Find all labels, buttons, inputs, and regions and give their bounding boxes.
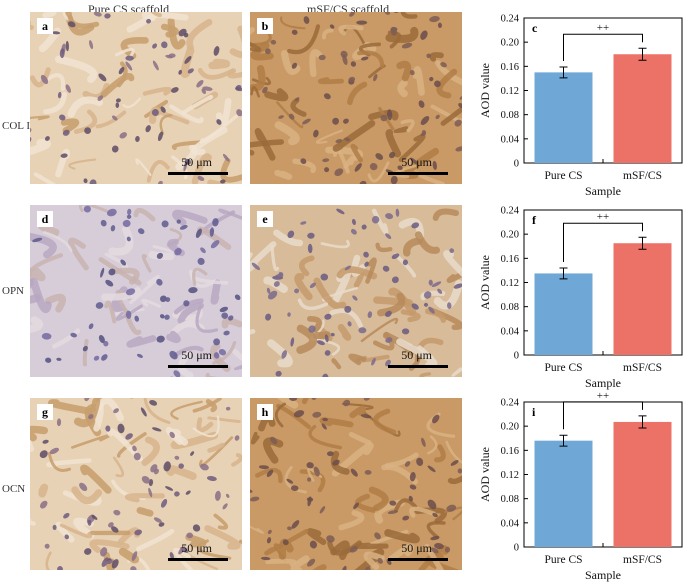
tissue-texture xyxy=(250,398,462,570)
y-tick-label: 0.24 xyxy=(501,14,520,25)
y-tick-label: 0.12 xyxy=(501,470,519,481)
tissue-texture xyxy=(250,12,462,184)
panel-letter-a: a xyxy=(37,18,53,34)
scale-bar xyxy=(168,365,228,368)
x-tick-label: mSF/CS xyxy=(623,554,662,566)
scale-bar xyxy=(388,558,448,561)
y-tick-label: 0.08 xyxy=(501,494,519,505)
y-tick-label: 0.24 xyxy=(501,206,520,217)
y-tick-label: 0 xyxy=(514,543,519,554)
y-axis-title: AOD value xyxy=(478,447,492,502)
tissue-texture xyxy=(30,12,242,184)
tissue-texture xyxy=(30,205,242,377)
error-bar xyxy=(559,434,568,447)
significance-marker: ++ xyxy=(597,22,609,34)
y-tick-label: 0.04 xyxy=(501,518,520,529)
scale-bar-label: 50 μm xyxy=(401,155,432,169)
significance-bracket xyxy=(563,222,643,262)
panel-letter-f: f xyxy=(532,213,537,227)
micrograph-d: d 50 μm xyxy=(30,205,242,377)
chart-c: 0 0.04 0.08 0.12 0.16 0.20 0.24 Pure CS mSF/CS ++… xyxy=(472,8,700,198)
panel-letter-h: h xyxy=(257,404,273,420)
scale-bar-label: 50 μm xyxy=(401,348,432,362)
error-bar xyxy=(638,236,647,250)
significance-bracket xyxy=(563,401,643,430)
micrograph-a: a 50 μm xyxy=(30,12,242,184)
scale-bar xyxy=(168,172,228,175)
panel-letter-e: e xyxy=(257,211,273,227)
y-tick-label: 0.08 xyxy=(501,302,519,313)
x-axis-title: Sample xyxy=(585,376,621,390)
y-tick-label: 0.16 xyxy=(501,446,519,457)
scale-bar-label: 50 μm xyxy=(181,348,212,362)
y-tick-label: 0.04 xyxy=(501,134,520,145)
scale-bar-label: 50 μm xyxy=(181,541,212,555)
scale-bar-label: 50 μm xyxy=(181,155,212,169)
y-axis-title: AOD value xyxy=(478,255,492,310)
y-tick-label: 0.16 xyxy=(501,62,519,73)
bar-msf-cs xyxy=(613,421,672,547)
y-tick-label: 0.20 xyxy=(501,422,519,433)
panel-letter-b: b xyxy=(257,18,273,34)
panel-letter-g: g xyxy=(37,404,53,420)
y-tick-label: 0.20 xyxy=(501,230,519,241)
bar-msf-cs xyxy=(613,243,672,355)
micrograph-g: g 50 μm xyxy=(30,398,242,570)
micrograph-h: h 50 μm xyxy=(250,398,462,570)
x-axis-title: Sample xyxy=(585,184,621,198)
micrograph-e: e 50 μm xyxy=(250,205,462,377)
scale-bar xyxy=(388,365,448,368)
y-tick-label: 0.12 xyxy=(501,86,519,97)
x-tick-label: Pure CS xyxy=(544,170,582,182)
x-tick-label: Pure CS xyxy=(544,362,582,374)
panel-letter-i: i xyxy=(532,405,536,419)
x-tick-label: mSF/CS xyxy=(623,362,662,374)
chart-i: 0 0.04 0.08 0.12 0.16 0.20 0.24 Pure CS mSF/CS ++… xyxy=(472,390,700,582)
significance-bracket xyxy=(563,33,643,61)
y-tick-label: 0.24 xyxy=(501,398,520,409)
panel-letter-c: c xyxy=(532,21,538,35)
y-tick-label: 0.08 xyxy=(501,110,519,121)
error-bar xyxy=(638,415,647,429)
scale-bar xyxy=(388,172,448,175)
error-bar xyxy=(559,66,568,79)
micrograph-b: b 50 μm xyxy=(250,12,462,184)
significance-marker: ++ xyxy=(597,211,609,223)
y-tick-label: 0.16 xyxy=(501,254,519,265)
row-label-opn: OPN xyxy=(2,285,25,297)
bar-pure-cs xyxy=(534,440,593,547)
error-bar xyxy=(559,267,568,280)
error-bar xyxy=(638,47,647,61)
y-tick-label: 0.12 xyxy=(501,278,519,289)
tissue-texture xyxy=(30,398,242,570)
y-tick-label: 0 xyxy=(514,351,519,362)
scale-bar xyxy=(168,558,228,561)
bar-pure-cs xyxy=(534,273,593,355)
significance-marker: ++ xyxy=(597,390,609,402)
bar-msf-cs xyxy=(613,54,672,163)
y-axis-title: AOD value xyxy=(478,63,492,118)
chart-f: 0 0.04 0.08 0.12 0.16 0.20 0.24 Pure CS mSF/CS ++… xyxy=(472,200,700,390)
x-tick-label: Pure CS xyxy=(544,554,582,566)
y-tick-label: 0 xyxy=(514,159,519,170)
bar-pure-cs xyxy=(534,72,593,163)
row-label-col1: COL I xyxy=(2,120,31,132)
y-tick-label: 0.20 xyxy=(501,38,519,49)
panel-letter-d: d xyxy=(37,211,53,227)
tissue-texture xyxy=(250,205,462,377)
y-tick-label: 0.04 xyxy=(501,326,520,337)
row-label-ocn: OCN xyxy=(2,483,26,495)
x-tick-label: mSF/CS xyxy=(623,170,662,182)
scale-bar-label: 50 μm xyxy=(401,541,432,555)
x-axis-title: Sample xyxy=(585,568,621,582)
